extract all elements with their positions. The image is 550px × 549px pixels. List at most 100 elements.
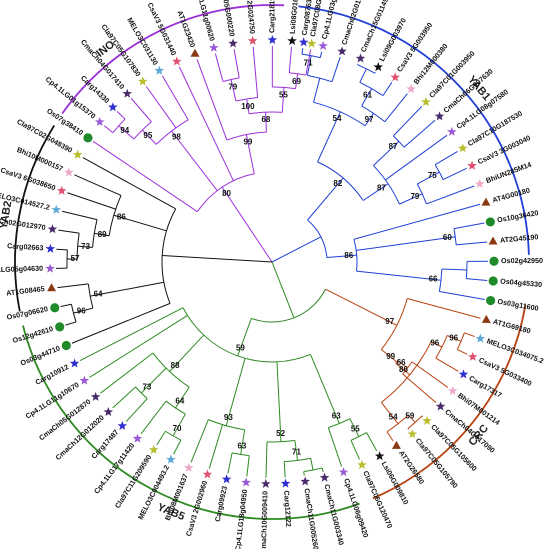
leaf-label: Carg02663 <box>7 241 44 252</box>
leaf-label: CmaCh05G000220 <box>217 0 237 37</box>
leaf-marker-star <box>457 143 468 153</box>
leaf-marker-star <box>45 263 55 273</box>
branch-line <box>227 452 233 474</box>
branch-line <box>130 97 152 123</box>
branch-line <box>230 79 237 102</box>
leaf-label: CsaV3 6G038650 <box>0 165 57 192</box>
branch-line <box>359 68 367 83</box>
leaf-marker-star <box>319 472 330 482</box>
bootstrap-value: 87 <box>389 142 398 151</box>
bootstrap-value: 71 <box>304 58 313 67</box>
leaf-marker-star <box>228 38 238 48</box>
leaf-marker-star <box>209 42 219 52</box>
branch-line <box>161 75 189 121</box>
bootstrap-value: 69 <box>292 77 301 86</box>
leaf-label: CmaCh11G003340 <box>322 483 346 546</box>
leaf-marker-star <box>184 462 194 472</box>
branch-line <box>301 48 304 55</box>
branch-arc <box>208 419 245 431</box>
branch-line <box>175 386 190 409</box>
bootstrap-value: 70 <box>173 424 182 433</box>
branch-line <box>73 307 93 314</box>
branch-line <box>288 46 293 73</box>
leaf-label: Carg17487 <box>89 428 120 461</box>
leaf-marker-star <box>280 478 291 488</box>
branch-line <box>397 360 408 369</box>
branch-line <box>353 203 481 240</box>
branch-line <box>196 59 228 141</box>
leaf-marker-star <box>298 37 309 47</box>
branch-arc <box>232 452 250 457</box>
bootstrap-value: 99 <box>243 138 252 147</box>
branch-arc <box>317 161 364 201</box>
leaf-marker-star <box>172 56 182 66</box>
clade-arc-yab1 <box>298 5 530 255</box>
branch-line <box>381 402 399 425</box>
branch-line <box>141 129 157 145</box>
bootstrap-value: 55 <box>279 90 288 99</box>
branch-arc <box>182 307 311 363</box>
branch-line <box>89 315 188 378</box>
branch-arc <box>357 64 376 74</box>
leaf-marker-star <box>148 444 159 454</box>
branch-line <box>430 341 443 348</box>
leaf-marker-star <box>47 224 58 234</box>
branch-line <box>61 210 98 221</box>
leaf-label: Cp4.1LG05g04630 <box>0 264 43 275</box>
bootstrap-value: 79 <box>410 192 419 201</box>
leaf-marker-star <box>357 459 367 470</box>
leaf-marker-star <box>467 160 477 170</box>
bootstrap-value: 64 <box>175 396 184 405</box>
leaf-label: Os07g06620 <box>6 304 49 321</box>
leaf-label: Carg21819 <box>267 0 276 33</box>
leaf-marker-star <box>373 62 384 72</box>
branch-arc <box>133 121 152 140</box>
branch-line <box>447 335 462 342</box>
clade-arcs <box>14 4 530 520</box>
leaf-marker-triangle <box>488 236 498 245</box>
leaf-marker-star <box>122 88 132 98</box>
branch-line <box>350 440 360 460</box>
branch-line <box>364 113 374 127</box>
bootstrap-value: 100 <box>241 102 255 111</box>
clade-arc-yab2 <box>14 124 56 312</box>
leaf-marker-star <box>406 83 416 94</box>
leaf-label: Os02g42950 <box>501 256 543 265</box>
leaf-label: Os03g44710 <box>19 343 61 367</box>
bootstrap-value: 80 <box>222 189 231 198</box>
branch-line <box>252 46 259 98</box>
leaf-marker-star <box>94 116 105 127</box>
leaf-marker-triangle <box>481 314 491 323</box>
branch-line <box>178 66 234 181</box>
branch-line <box>71 302 171 344</box>
bootstrap-value: 63 <box>332 411 341 420</box>
leaf-marker-star <box>45 243 56 253</box>
branch-line <box>362 183 389 201</box>
branch-line <box>325 288 398 326</box>
branch-line <box>303 471 305 476</box>
branch-line <box>307 177 344 221</box>
leaf-marker-star <box>421 97 431 107</box>
leaf-marker-star <box>241 477 251 487</box>
branch-line <box>79 307 184 362</box>
branch-line <box>265 112 267 133</box>
branch-line <box>407 297 481 319</box>
branch-line <box>457 349 468 355</box>
leaf-marker-star <box>79 375 90 385</box>
bootstrap-value: 54 <box>333 114 342 123</box>
leaf-label: Carg09923 <box>213 485 229 522</box>
branch-line <box>240 429 246 455</box>
leaf-marker-star <box>407 429 418 439</box>
leaf-marker-triangle <box>190 48 200 57</box>
leaf-marker-star <box>287 35 297 45</box>
leaf-marker-star <box>202 469 213 479</box>
bootstrap-value: 61 <box>363 91 372 100</box>
leaf-marker-star <box>434 111 445 121</box>
leaf-label: Cp4.1LG03g02370 <box>320 0 343 40</box>
leaf-marker-star <box>90 391 101 401</box>
branch-line <box>442 167 467 181</box>
branch-line <box>331 56 341 82</box>
branch-line <box>94 232 110 237</box>
bootstrap-value: 96 <box>449 333 458 342</box>
